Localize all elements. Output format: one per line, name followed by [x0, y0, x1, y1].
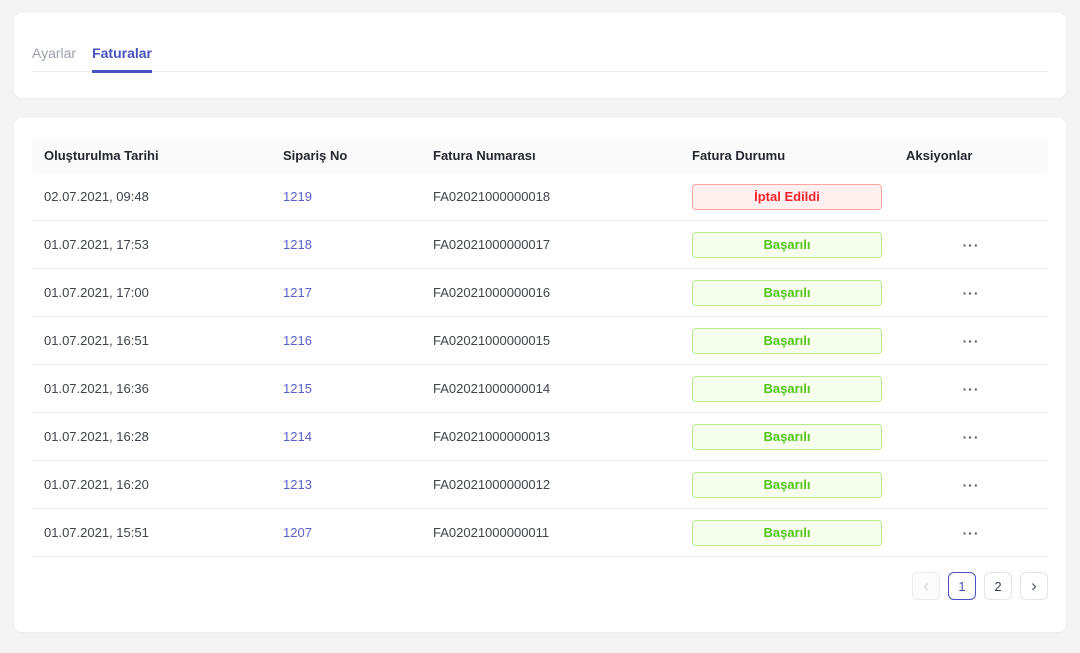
cell-created-date: 01.07.2021, 17:53 — [44, 237, 149, 252]
pagination-prev-icon[interactable]: ‹ — [912, 572, 940, 600]
cell-invoice-no: FA02021000000015 — [433, 333, 551, 348]
actions-ellipsis-icon[interactable]: ··· — [962, 380, 980, 397]
cell-invoice-no: FA02021000000016 — [433, 285, 551, 300]
cell-created-date: 01.07.2021, 17:00 — [44, 285, 149, 300]
tabs-card: Ayarlar Faturalar — [14, 13, 1066, 98]
cell-invoice-no: FA02021000000014 — [433, 381, 551, 396]
actions-ellipsis-icon[interactable]: ··· — [962, 428, 980, 445]
cell-order-no: 1214 — [271, 429, 421, 444]
cell-status: Başarılı — [680, 471, 894, 498]
cell-actions: ··· — [894, 285, 1048, 301]
cell-invoice-no: FA02021000000017 — [433, 237, 551, 252]
invoices-card: Oluşturulma Tarihi Sipariş No Fatura Num… — [14, 118, 1066, 632]
table-row: 01.07.2021, 16:28 1214 FA02021000000013 … — [32, 413, 1048, 461]
pagination-page-2[interactable]: 2 — [984, 572, 1012, 600]
table-row: 02.07.2021, 09:48 1219 FA02021000000018 … — [32, 173, 1048, 221]
pagination-page-1[interactable]: 1 — [948, 572, 976, 600]
column-header-actions: Aksiyonlar — [906, 147, 973, 163]
tabs-bar: Ayarlar Faturalar — [32, 13, 1048, 73]
status-badge: Başarılı — [692, 327, 882, 354]
cell-actions: ··· — [894, 237, 1048, 253]
status-badge: Başarılı — [692, 423, 882, 450]
cell-invoice-no: FA02021000000011 — [433, 525, 550, 540]
order-no-link[interactable]: 1217 — [283, 285, 312, 300]
cell-status: Başarılı — [680, 375, 894, 402]
status-badge: Başarılı — [692, 471, 882, 498]
cell-order-no: 1207 — [271, 525, 421, 540]
order-no-link[interactable]: 1214 — [283, 429, 312, 444]
tab-faturalar[interactable]: Faturalar — [92, 46, 153, 73]
column-header-created-date: Oluşturulma Tarihi — [44, 147, 159, 163]
cell-created-date: 02.07.2021, 09:48 — [44, 189, 149, 204]
cell-actions: ··· — [894, 333, 1048, 349]
cell-actions: ··· — [894, 525, 1048, 541]
order-no-link[interactable]: 1207 — [283, 525, 312, 540]
table-row: 01.07.2021, 16:51 1216 FA02021000000015 … — [32, 317, 1048, 365]
cell-status: Başarılı — [680, 327, 894, 354]
cell-actions: ··· — [894, 429, 1048, 445]
cell-order-no: 1213 — [271, 477, 421, 492]
table-row: 01.07.2021, 16:20 1213 FA02021000000012 … — [32, 461, 1048, 509]
actions-ellipsis-icon[interactable]: ··· — [962, 476, 980, 493]
cell-order-no: 1216 — [271, 333, 421, 348]
table-row: 01.07.2021, 17:00 1217 FA02021000000016 … — [32, 269, 1048, 317]
cell-order-no: 1215 — [271, 381, 421, 396]
cell-created-date: 01.07.2021, 16:51 — [44, 333, 149, 348]
cell-status: Başarılı — [680, 423, 894, 450]
cell-invoice-no: FA02021000000018 — [433, 189, 551, 204]
cell-order-no: 1219 — [271, 189, 421, 204]
cell-actions: ··· — [894, 477, 1048, 493]
status-badge: Başarılı — [692, 279, 882, 306]
cell-created-date: 01.07.2021, 16:20 — [44, 477, 149, 492]
table-header: Oluşturulma Tarihi Sipariş No Fatura Num… — [32, 137, 1048, 173]
actions-ellipsis-icon[interactable]: ··· — [962, 332, 980, 349]
column-header-invoice-status: Fatura Durumu — [692, 147, 786, 163]
table-row: 01.07.2021, 16:36 1215 FA02021000000014 … — [32, 365, 1048, 413]
status-badge: Başarılı — [692, 375, 882, 402]
order-no-link[interactable]: 1216 — [283, 333, 312, 348]
cell-order-no: 1218 — [271, 237, 421, 252]
cell-created-date: 01.07.2021, 16:28 — [44, 429, 149, 444]
column-header-order-no: Sipariş No — [283, 147, 348, 163]
cell-invoice-no: FA02021000000013 — [433, 429, 551, 444]
cell-status: Başarılı — [680, 231, 894, 258]
cell-status: Başarılı — [680, 279, 894, 306]
table-row: 01.07.2021, 17:53 1218 FA02021000000017 … — [32, 221, 1048, 269]
order-no-link[interactable]: 1218 — [283, 237, 312, 252]
cell-order-no: 1217 — [271, 285, 421, 300]
status-badge: Başarılı — [692, 519, 882, 546]
pagination-next-icon[interactable]: › — [1020, 572, 1048, 600]
status-badge: Başarılı — [692, 231, 882, 258]
cell-status: Başarılı — [680, 519, 894, 546]
cell-status: İptal Edildi — [680, 183, 894, 210]
column-header-invoice-no: Fatura Numarası — [433, 147, 536, 163]
actions-ellipsis-icon[interactable]: ··· — [962, 284, 980, 301]
pagination: ‹ 1 2 › — [32, 572, 1048, 600]
cell-created-date: 01.07.2021, 16:36 — [44, 381, 149, 396]
tab-ayarlar[interactable]: Ayarlar — [32, 45, 77, 61]
cell-created-date: 01.07.2021, 15:51 — [44, 525, 149, 540]
table-row: 01.07.2021, 15:51 1207 FA02021000000011 … — [32, 509, 1048, 557]
table-body: 02.07.2021, 09:48 1219 FA02021000000018 … — [32, 173, 1048, 557]
order-no-link[interactable]: 1215 — [283, 381, 312, 396]
actions-ellipsis-icon[interactable]: ··· — [962, 524, 980, 541]
order-no-link[interactable]: 1219 — [283, 189, 312, 204]
cell-actions: ··· — [894, 381, 1048, 397]
cell-invoice-no: FA02021000000012 — [433, 477, 551, 492]
order-no-link[interactable]: 1213 — [283, 477, 312, 492]
status-badge: İptal Edildi — [692, 183, 882, 210]
actions-ellipsis-icon[interactable]: ··· — [962, 236, 980, 253]
